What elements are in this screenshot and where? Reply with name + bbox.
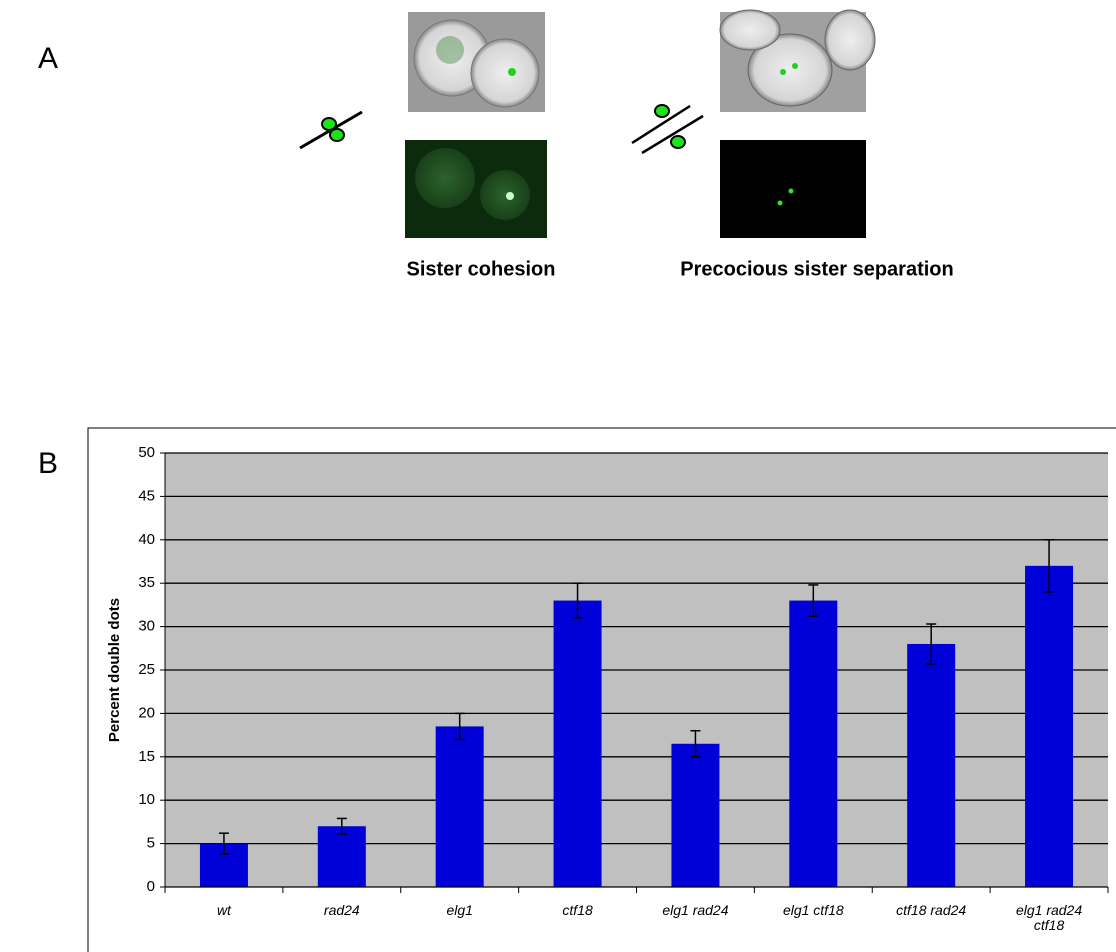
bar <box>1025 566 1073 887</box>
y-tick-label: 15 <box>138 748 155 765</box>
bar <box>554 601 602 887</box>
separation-schematic <box>632 105 703 153</box>
y-tick-label: 10 <box>138 791 155 808</box>
x-tick-label-box: elg1 ctf18 <box>776 903 850 943</box>
micrograph <box>720 10 875 238</box>
y-tick-label: 50 <box>138 444 155 461</box>
x-tick-label-box: elg1 <box>423 903 497 943</box>
x-tick-label: ctf18 <box>541 903 615 918</box>
x-tick-label: elg1 <box>423 903 497 918</box>
y-tick-label: 30 <box>138 618 155 635</box>
y-tick-label: 20 <box>138 704 155 721</box>
x-tick-label-box: elg1 rad24 ctf18 <box>1012 903 1086 943</box>
y-tick-label: 40 <box>138 531 155 548</box>
plot: 0 5 10 15 20 25 30 35 40 45 50 Percent double dots w… <box>106 444 1108 943</box>
page: A Sister cohesion Precocious sister sepa… <box>0 0 1116 952</box>
x-tick-label: elg1 rad24 <box>659 903 733 918</box>
x-tick-label: ctf18 rad24 <box>894 903 968 918</box>
micrograph <box>405 12 547 238</box>
y-tick-label: 45 <box>138 487 155 504</box>
x-tick-label-box: elg1 rad24 <box>659 903 733 943</box>
x-tick-label: rad24 <box>305 903 379 918</box>
panel-label: A <box>38 42 58 75</box>
bar <box>789 601 837 887</box>
bar <box>318 826 366 887</box>
cohesion-schematic <box>300 112 362 148</box>
caption: Sister cohesion <box>407 258 556 280</box>
caption: Precocious sister separation <box>680 258 953 280</box>
y-tick-label: 0 <box>147 878 155 895</box>
figure: A Sister cohesion Precocious sister sepa… <box>0 0 1116 952</box>
bar <box>907 644 955 887</box>
x-tick-label: elg1 rad24 ctf18 <box>1012 903 1086 933</box>
bar <box>436 726 484 887</box>
y-axis-title: Percent double dots <box>106 598 123 742</box>
x-tick-label: wt <box>187 903 261 918</box>
panel-label: B <box>38 447 58 480</box>
x-tick-label-box: ctf18 rad24 <box>894 903 968 943</box>
x-tick-label-box: rad24 <box>305 903 379 943</box>
y-tick-label: 35 <box>138 574 155 591</box>
x-tick-label-box: ctf18 <box>541 903 615 943</box>
x-tick-label: elg1 ctf18 <box>776 903 850 918</box>
y-tick-label: 5 <box>147 835 155 852</box>
y-tick-label: 25 <box>138 661 155 678</box>
x-tick-label-box: wt <box>187 903 261 943</box>
bar <box>671 744 719 887</box>
